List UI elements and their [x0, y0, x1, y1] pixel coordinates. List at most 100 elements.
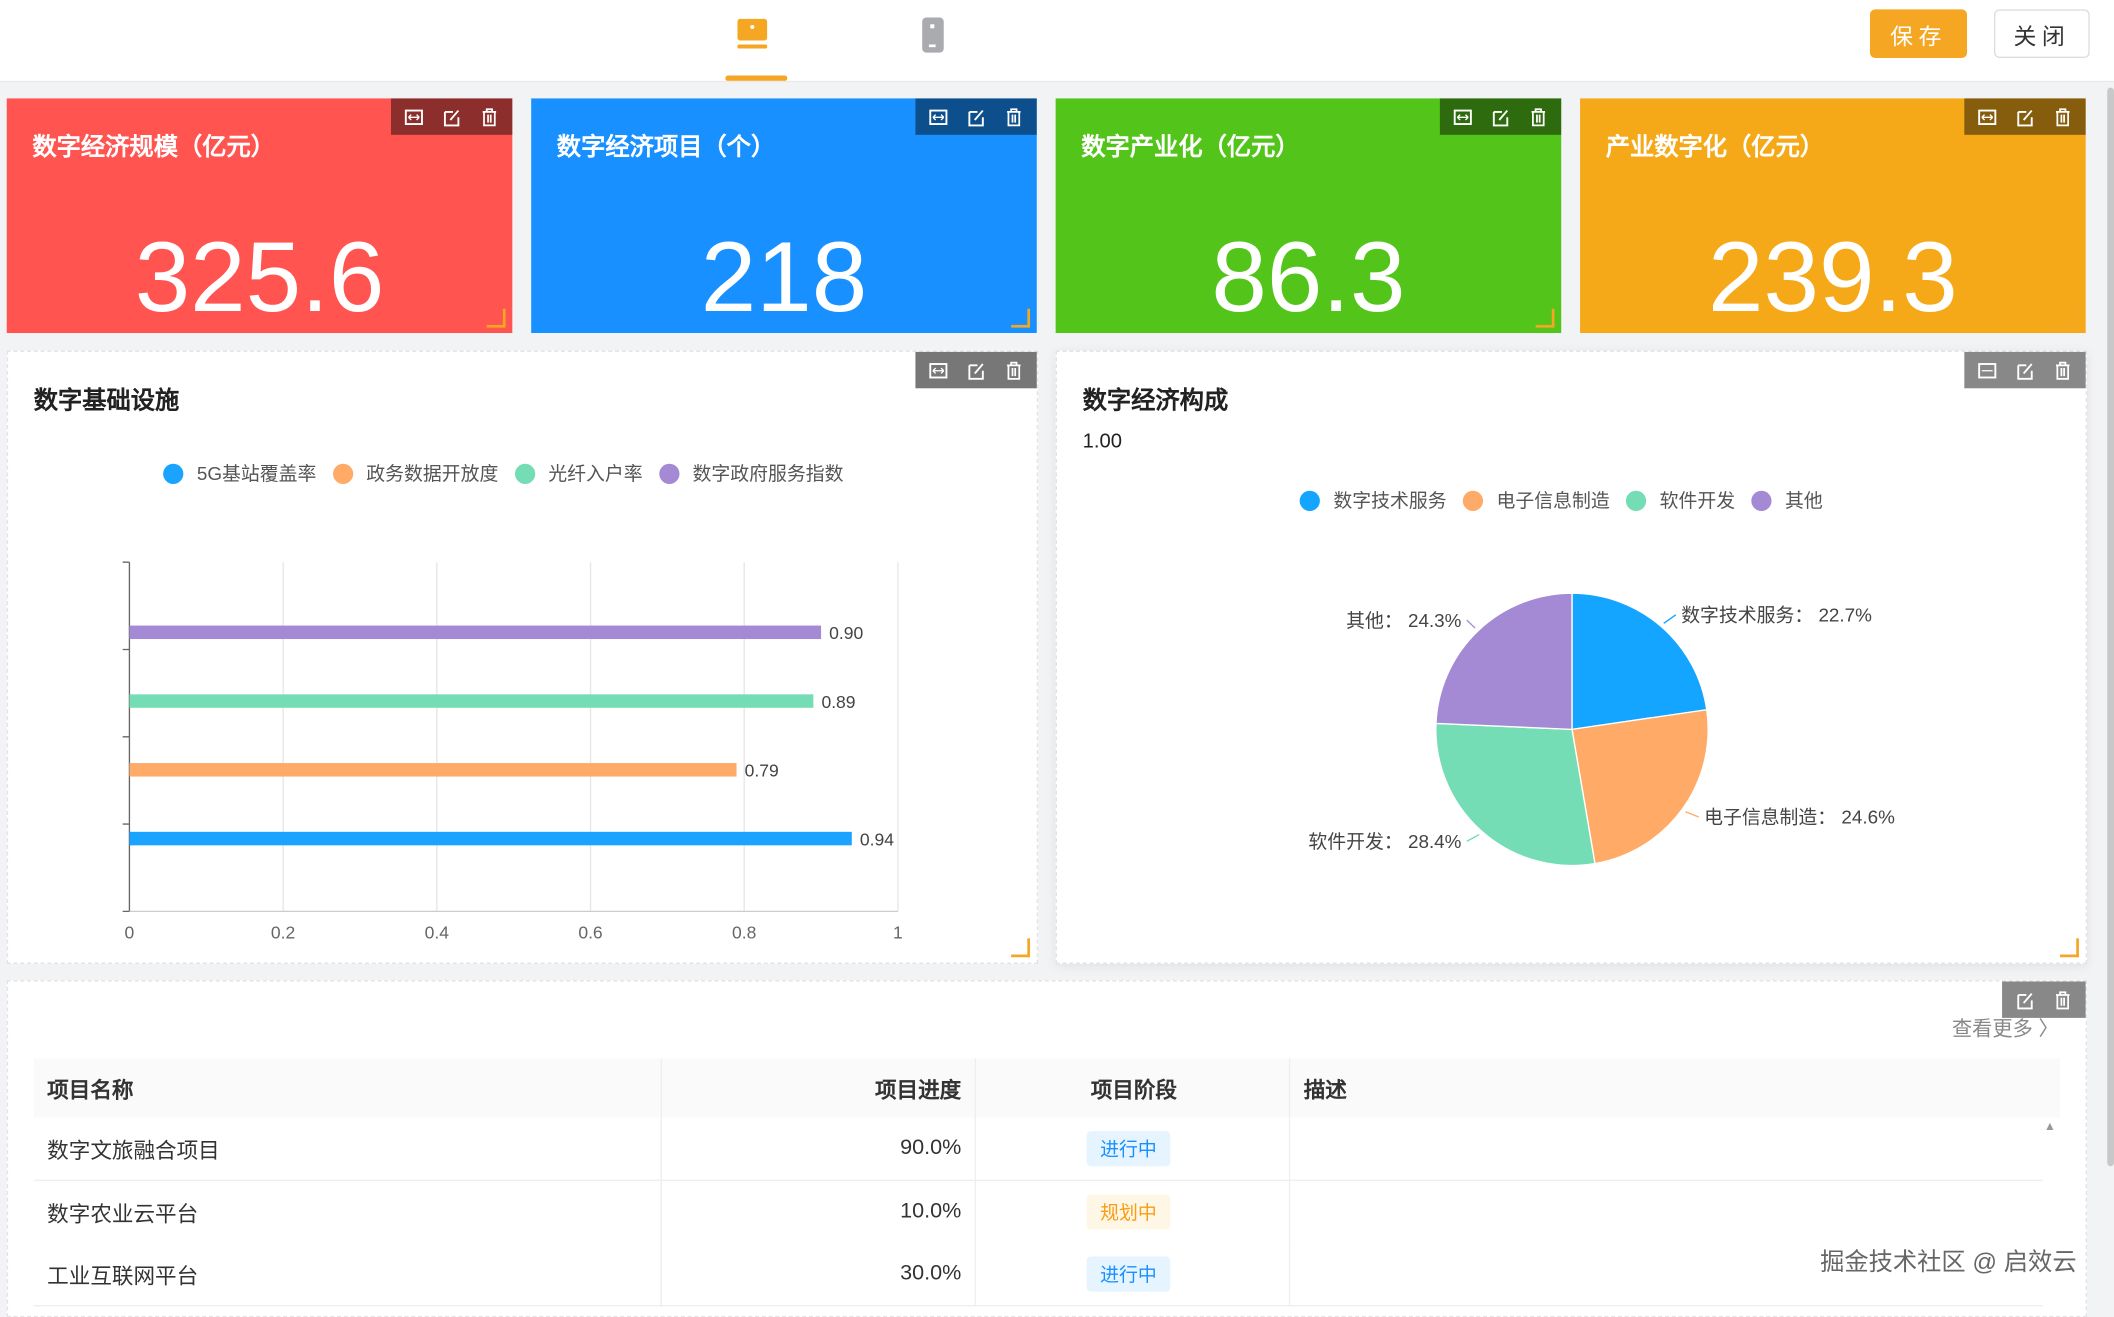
label-leader	[1685, 811, 1699, 818]
slice-label: 其他： 24.3%	[1346, 610, 1462, 631]
stage-tag: 进行中	[1086, 1131, 1171, 1167]
edit-icon[interactable]	[2010, 988, 2040, 1012]
resize-handle[interactable]	[1011, 308, 1031, 328]
table-header	[33, 1058, 2061, 1118]
legend-label[interactable]: 5G基站覆盖率	[196, 462, 317, 485]
project-progress: 30.0%	[660, 1243, 975, 1306]
delete-icon[interactable]	[475, 104, 505, 128]
stat-card[interactable]: 产业数字化（亿元） 239.3	[1580, 98, 2086, 334]
stat-card[interactable]: 数字经济项目（个） 218	[531, 98, 1037, 334]
project-description	[1288, 1180, 2044, 1243]
resize-handle[interactable]	[486, 308, 506, 328]
bar	[129, 625, 822, 640]
edit-icon[interactable]	[2010, 358, 2040, 382]
pie-slice	[1571, 709, 1709, 865]
stat-value: 218	[700, 220, 868, 333]
resize-handle[interactable]	[1535, 308, 1555, 328]
stat-card[interactable]: 数字经济规模（亿元） 325.6	[6, 98, 513, 334]
column-header[interactable]: 项目名称	[47, 1079, 134, 1103]
x-tick-label: 0.2	[271, 922, 295, 942]
legend-marker	[163, 463, 184, 484]
watermark: 掘金技术社区 @ 启效云	[1820, 1248, 2077, 1276]
infrastructure-chart-panel[interactable]: 数字基础设施 5G基站覆盖率 政务数据开放度 光纤入户率 数字政府服务指数 0 0.2 0…	[6, 350, 1039, 964]
column-header[interactable]: 项目阶段	[974, 1058, 1289, 1118]
expand-icon[interactable]	[1972, 104, 2002, 128]
tab-mobile[interactable]	[919, 16, 946, 54]
expand-icon[interactable]	[1448, 104, 1478, 128]
widget-toolbar	[1439, 98, 1562, 135]
legend-label[interactable]: 政务数据开放度	[366, 462, 499, 485]
column-header[interactable]: 项目进度	[660, 1058, 975, 1118]
edit-icon[interactable]	[1486, 104, 1516, 128]
bar-chart: 0 0.2 0.4 0.6 0.8 1 0.94 0.79 0.89 0.90	[122, 561, 903, 942]
save-button[interactable]: 保存	[1869, 9, 1968, 58]
legend-label[interactable]: 软件开发	[1659, 489, 1736, 511]
tab-desktop[interactable]	[725, 0, 788, 81]
composition-chart-panel[interactable]: 数字经济构成 1.00 数字技术服务 电子信息制造 软件开发 其他 数字技术服务： 2…	[1055, 350, 2088, 964]
expand-icon[interactable]	[1972, 358, 2002, 382]
stage-cell: 进行中	[974, 1117, 1289, 1180]
chart-title: 数字经济构成	[1082, 386, 1229, 414]
stat-card[interactable]: 数字产业化（亿元） 86.3	[1055, 98, 1562, 334]
resize-handle[interactable]	[2060, 308, 2079, 328]
legend-marker	[1625, 490, 1647, 511]
desktop-icon	[725, 18, 788, 81]
view-more-link[interactable]: 查看更多 〉	[1951, 1017, 2059, 1041]
delete-icon[interactable]	[2048, 358, 2078, 382]
slice-label: 电子信息制造： 24.6%	[1704, 807, 1895, 828]
project-progress: 10.0%	[660, 1180, 975, 1243]
widget-toolbar	[915, 98, 1037, 135]
edit-icon[interactable]	[2010, 104, 2040, 128]
edit-icon[interactable]	[437, 104, 467, 128]
delete-icon[interactable]	[1523, 104, 1553, 128]
legend-label[interactable]: 电子信息制造	[1496, 489, 1610, 511]
slice-label: 软件开发： 28.4%	[1308, 831, 1461, 852]
legend-label[interactable]: 数字政府服务指数	[692, 462, 844, 485]
resize-handle[interactable]	[1011, 938, 1031, 958]
bar	[129, 694, 814, 708]
widget-toolbar	[915, 351, 1037, 389]
label-leader	[1466, 619, 1476, 629]
table-scroll-up[interactable]: ▲	[2043, 1119, 2056, 1133]
delete-icon[interactable]	[999, 104, 1029, 128]
expand-icon[interactable]	[399, 104, 429, 128]
edit-icon[interactable]	[961, 358, 991, 382]
expand-icon[interactable]	[924, 104, 954, 128]
resize-handle[interactable]	[2060, 938, 2079, 958]
widget-toolbar	[1964, 351, 2086, 389]
project-description	[1288, 1243, 2044, 1306]
legend-label[interactable]: 光纤入户率	[548, 462, 643, 485]
widget-toolbar	[390, 98, 513, 135]
legend-label[interactable]: 其他	[1785, 489, 1823, 511]
legend-label[interactable]: 数字技术服务	[1333, 489, 1447, 511]
column-header[interactable]: 描述	[1288, 1058, 2060, 1118]
top-bar: 保存 关闭	[0, 0, 2114, 83]
close-button[interactable]: 关闭	[1993, 9, 2090, 58]
x-tick-label: 1	[893, 922, 903, 942]
x-tick-label: 0.4	[425, 922, 450, 942]
project-progress: 90.0%	[660, 1117, 975, 1180]
pie-chart: 数字技术服务： 22.7% 电子信息制造： 24.6% 软件开发： 28.4% 其他：…	[1308, 592, 1895, 867]
label-leader	[1466, 833, 1480, 842]
delete-icon[interactable]	[999, 358, 1029, 382]
table-row[interactable]	[33, 1117, 2043, 1182]
bar	[129, 831, 852, 846]
table-row[interactable]	[33, 1180, 2043, 1244]
table-row[interactable]	[33, 1243, 2043, 1307]
expand-icon[interactable]	[924, 358, 954, 382]
page-scrollbar[interactable]	[2107, 87, 2114, 1167]
legend-marker	[658, 463, 680, 484]
project-description	[1288, 1117, 2044, 1180]
stat-title: 数字经济项目（个）	[556, 133, 776, 161]
legend-marker	[332, 463, 353, 484]
edit-icon[interactable]	[961, 104, 991, 128]
slice-label: 数字技术服务： 22.7%	[1681, 605, 1872, 626]
x-tick-label: 0	[125, 922, 135, 942]
legend-marker	[514, 463, 535, 484]
delete-icon[interactable]	[2048, 988, 2078, 1012]
delete-icon[interactable]	[2048, 104, 2078, 128]
widget-toolbar	[2002, 981, 2086, 1018]
legend-marker	[1299, 490, 1320, 511]
stat-value: 325.6	[134, 220, 385, 333]
widget-toolbar	[1964, 98, 2086, 135]
